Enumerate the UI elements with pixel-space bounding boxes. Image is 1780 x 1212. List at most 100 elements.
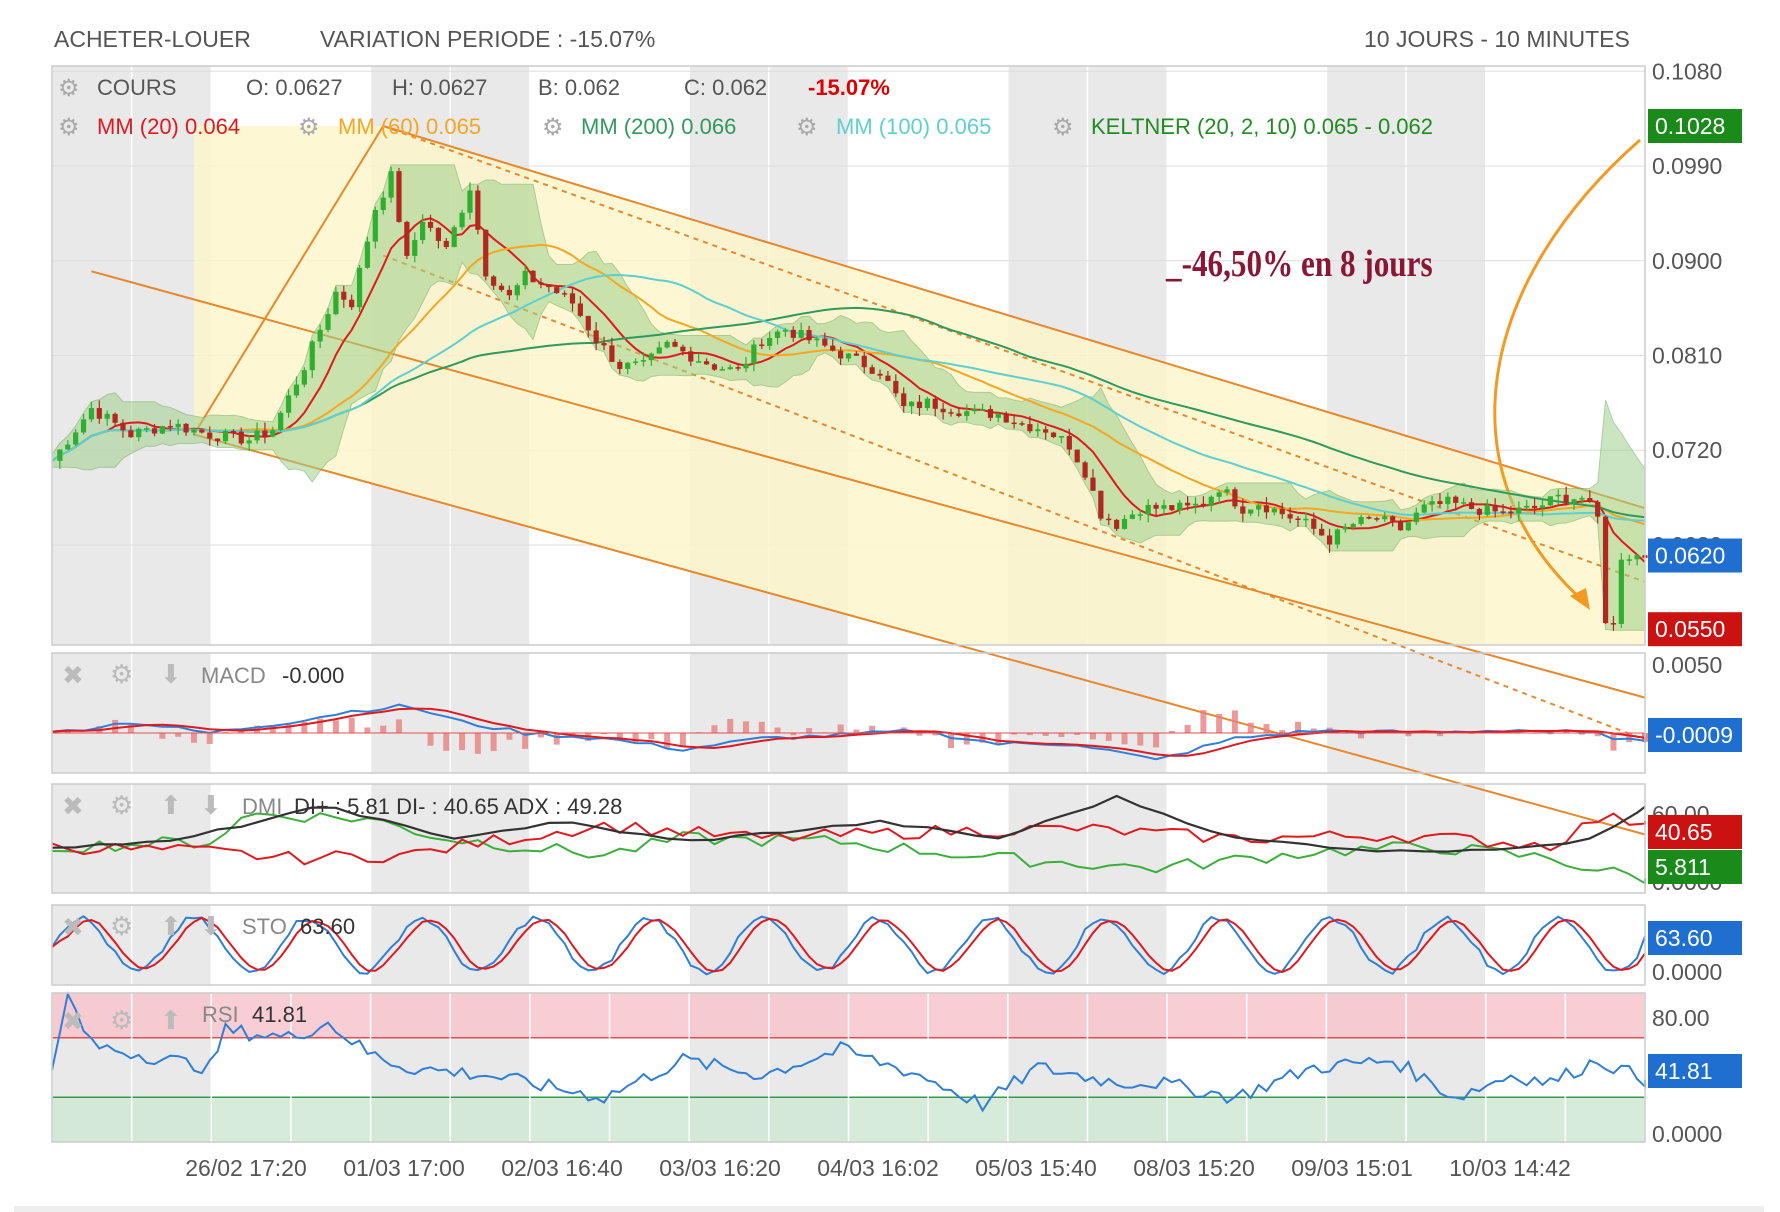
dmi-label: DMI <box>242 794 283 819</box>
macd-histogram-bar <box>790 733 797 736</box>
macd-histogram-bar <box>1026 733 1033 736</box>
gear-icon[interactable]: ⚙ <box>58 114 80 141</box>
price-tick-label: 0.0900 <box>1652 248 1722 274</box>
axis-labels: 0.10800.09900.09000.08100.07200.06300.10… <box>185 58 1742 1181</box>
macd-histogram-bar <box>222 731 229 733</box>
x-tick-label: 02/03 16:40 <box>501 1155 623 1181</box>
macd-histogram-bar <box>806 728 813 733</box>
candle <box>806 330 812 341</box>
macd-histogram-bar <box>348 717 355 733</box>
candle <box>293 384 300 396</box>
macd-histogram-bar <box>948 733 955 749</box>
candle <box>1531 505 1538 509</box>
candle <box>1461 502 1467 504</box>
mm60-label: MM (60) 0.065 <box>338 114 482 139</box>
rsi-tick-label: 0.0000 <box>1652 1121 1722 1147</box>
rsi-label: RSI <box>202 1002 239 1027</box>
candle <box>427 221 434 228</box>
candle <box>285 395 292 413</box>
candle <box>1311 518 1317 529</box>
candle <box>238 431 244 444</box>
macd-histogram-bar <box>127 724 134 733</box>
macd-histogram-bar <box>1121 733 1128 745</box>
panel-frames <box>51 65 1646 1143</box>
candle <box>1074 449 1080 463</box>
di-plus-badge <box>1648 850 1742 884</box>
macd-histogram-bar <box>332 720 339 733</box>
candle <box>1516 507 1522 514</box>
bottom-scrollbar[interactable] <box>14 1206 1764 1212</box>
close-icon[interactable]: ✖ <box>62 1006 84 1036</box>
candle <box>585 315 591 331</box>
candle <box>956 413 962 416</box>
candle <box>1082 462 1088 478</box>
candle <box>1240 506 1246 514</box>
candle <box>435 227 442 241</box>
candle <box>577 303 583 316</box>
sto-badge-text: 63.60 <box>1655 925 1713 951</box>
candle <box>96 408 102 419</box>
move-down-icon[interactable]: ⬇ <box>200 911 222 941</box>
macd-histogram-bar <box>317 718 324 733</box>
candle <box>222 431 229 442</box>
candle <box>1618 559 1624 624</box>
candle <box>104 413 110 419</box>
x-tick-label: 01/03 17:00 <box>343 1155 465 1181</box>
move-down-icon[interactable]: ⬇ <box>200 790 222 820</box>
close-icon[interactable]: ✖ <box>62 791 84 821</box>
gear-icon[interactable]: ⚙ <box>110 1005 134 1035</box>
macd-histogram-bar <box>459 733 466 751</box>
macd-histogram-bar <box>64 730 71 733</box>
macd-histogram-bar <box>1042 733 1049 736</box>
price-badge-text: 0.0550 <box>1655 616 1725 642</box>
macd-panel-frame <box>51 652 1646 774</box>
gear-icon[interactable]: ⚙ <box>542 114 564 141</box>
move-up-icon[interactable]: ⬆ <box>160 790 182 820</box>
gear-icon[interactable]: ⚙ <box>110 659 134 689</box>
macd-histogram-bar <box>1547 733 1554 735</box>
candle <box>333 291 339 315</box>
macd-tick-label: 0.0050 <box>1652 652 1722 678</box>
close-icon[interactable]: ✖ <box>62 912 84 942</box>
gear-icon[interactable]: ⚙ <box>58 75 80 102</box>
candle <box>1382 516 1388 520</box>
change-value: -15.07% <box>808 75 890 100</box>
close-icon[interactable]: ✖ <box>62 660 84 690</box>
candle <box>88 408 95 420</box>
candle <box>1634 555 1640 560</box>
candle <box>617 361 623 369</box>
gear-icon[interactable]: ⚙ <box>1052 114 1074 141</box>
macd-histogram-bar <box>1358 733 1365 739</box>
candle <box>1303 518 1309 521</box>
gear-icon[interactable]: ⚙ <box>796 114 818 141</box>
x-tick-label: 09/03 15:01 <box>1291 1155 1413 1181</box>
rsi-panel-frame <box>51 992 1646 1143</box>
move-down-icon[interactable]: ⬇ <box>160 659 182 689</box>
macd-histogram-bar <box>774 727 781 733</box>
gear-icon[interactable]: ⚙ <box>110 790 134 820</box>
candle <box>136 428 142 438</box>
candle <box>696 361 702 363</box>
candle <box>1476 508 1482 515</box>
gear-icon[interactable]: ⚙ <box>298 114 320 141</box>
performance-annotation: _-46,50% en 8 jours <box>1166 243 1433 285</box>
candle <box>1508 511 1514 514</box>
move-up-icon[interactable]: ⬆ <box>160 911 182 941</box>
gear-icon[interactable]: ⚙ <box>110 911 134 941</box>
candle <box>364 241 371 268</box>
macd-histogram-bar <box>443 733 450 751</box>
candle <box>1319 528 1325 536</box>
candle <box>901 393 907 407</box>
macd-histogram-bar <box>1279 730 1286 733</box>
candle <box>964 411 970 416</box>
move-up-icon[interactable]: ⬆ <box>160 1005 182 1035</box>
macd-signal-line <box>51 707 1646 757</box>
macd-histogram-bar <box>474 733 481 754</box>
x-tick-label: 08/03 15:20 <box>1133 1155 1255 1181</box>
candle <box>1405 522 1412 531</box>
candle <box>475 190 481 230</box>
candle <box>940 408 946 413</box>
candle <box>727 367 733 370</box>
candle <box>1153 504 1159 509</box>
candle <box>569 293 576 304</box>
